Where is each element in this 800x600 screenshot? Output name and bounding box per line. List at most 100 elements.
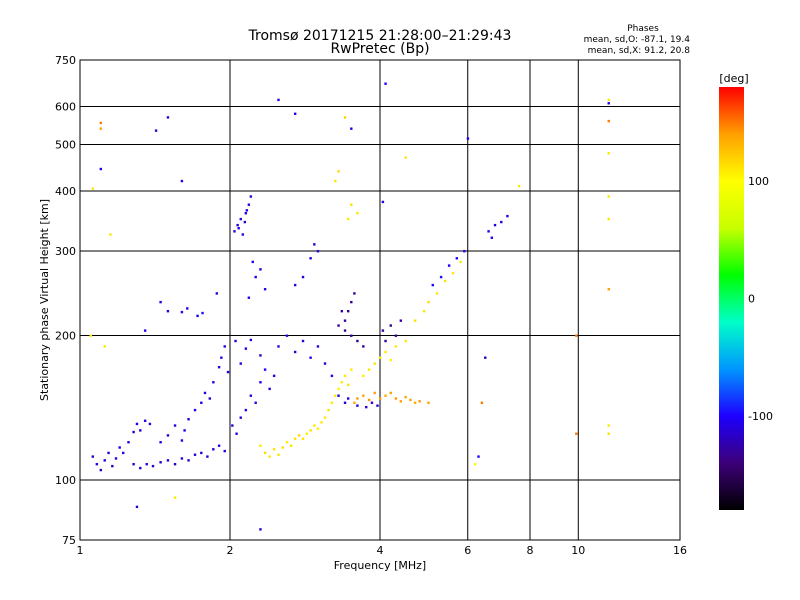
- data-point: [233, 230, 236, 233]
- data-point: [350, 127, 353, 130]
- data-point: [180, 457, 184, 460]
- data-point: [91, 455, 95, 458]
- data-point: [143, 329, 147, 332]
- colorbar-label: [deg]: [719, 72, 748, 85]
- y-tick-label: 500: [55, 139, 76, 152]
- data-point: [154, 129, 158, 132]
- legend-line-o: mean, sd,O: -87.1, 19.4: [584, 35, 691, 45]
- data-point: [91, 187, 95, 190]
- data-point: [206, 455, 209, 458]
- data-point: [143, 419, 147, 422]
- data-points: [89, 82, 610, 531]
- data-point: [394, 397, 398, 400]
- data-point: [245, 209, 249, 212]
- data-point: [435, 292, 439, 295]
- data-point: [575, 334, 578, 337]
- data-point: [484, 356, 487, 359]
- data-point: [431, 283, 434, 287]
- data-point: [173, 424, 177, 427]
- data-point: [463, 250, 466, 253]
- data-point: [607, 424, 610, 427]
- data-point: [268, 387, 271, 391]
- data-point: [517, 184, 521, 188]
- data-point: [159, 441, 162, 444]
- data-point: [353, 292, 356, 295]
- data-point: [413, 319, 417, 322]
- data-point: [159, 461, 162, 464]
- data-point: [254, 275, 257, 279]
- data-point: [439, 275, 443, 279]
- data-point: [466, 137, 470, 140]
- data-point: [99, 121, 103, 125]
- data-point: [259, 354, 262, 357]
- data-point: [381, 329, 385, 332]
- data-point: [309, 257, 312, 260]
- y-tick-label: 750: [55, 54, 76, 67]
- data-point: [293, 283, 297, 287]
- data-point: [607, 102, 610, 105]
- data-point: [404, 156, 407, 159]
- data-point: [285, 441, 289, 444]
- data-point: [259, 381, 262, 384]
- data-point: [259, 268, 262, 271]
- data-point: [220, 356, 223, 359]
- data-point: [118, 446, 121, 449]
- data-point: [263, 451, 267, 455]
- data-point: [343, 116, 347, 119]
- data-point: [367, 398, 371, 402]
- data-point: [166, 459, 170, 462]
- data-point: [399, 319, 403, 322]
- data-point: [135, 505, 139, 509]
- data-point: [249, 338, 253, 342]
- data-point: [384, 350, 387, 354]
- data-point: [173, 462, 177, 466]
- y-tick-label: 300: [55, 245, 76, 258]
- data-point: [346, 397, 350, 400]
- data-point: [223, 345, 226, 348]
- data-point: [259, 444, 262, 447]
- data-point: [244, 408, 248, 412]
- data-point: [367, 368, 371, 371]
- data-point: [340, 381, 344, 384]
- data-point: [254, 401, 257, 404]
- legend-heading: Phases: [627, 24, 659, 34]
- data-point: [235, 432, 238, 435]
- data-point: [346, 217, 350, 221]
- y-tick-label: 600: [55, 101, 76, 114]
- data-point: [316, 345, 320, 348]
- data-point: [293, 112, 297, 115]
- data-point: [127, 441, 130, 444]
- data-point: [356, 339, 359, 343]
- data-point: [151, 464, 155, 468]
- data-point: [320, 421, 323, 424]
- data-point: [166, 434, 170, 437]
- data-point: [334, 179, 337, 183]
- data-point: [575, 432, 578, 435]
- x-tick-label: 4: [377, 544, 384, 557]
- data-point: [323, 416, 327, 419]
- data-point: [500, 220, 503, 224]
- data-point: [289, 444, 293, 447]
- data-point: [404, 339, 407, 343]
- data-point: [389, 391, 392, 395]
- data-point: [103, 345, 106, 348]
- x-tick-label: 2: [227, 544, 234, 557]
- data-point: [350, 334, 353, 337]
- data-point: [201, 311, 204, 315]
- data-point: [239, 217, 242, 221]
- data-point: [346, 383, 350, 387]
- data-point: [200, 451, 203, 455]
- data-point: [506, 214, 509, 218]
- data-point: [384, 394, 387, 397]
- data-point: [293, 437, 297, 440]
- x-tick-label: 16: [673, 544, 687, 557]
- data-point: [241, 233, 245, 236]
- data-point: [251, 260, 254, 264]
- data-point: [389, 324, 392, 327]
- x-axis-ticks: 1 2 4 6 8 10 16: [77, 544, 688, 557]
- data-point: [389, 358, 392, 362]
- data-point: [281, 446, 284, 449]
- data-point: [337, 324, 340, 327]
- data-point: [217, 444, 221, 447]
- data-point: [394, 345, 398, 348]
